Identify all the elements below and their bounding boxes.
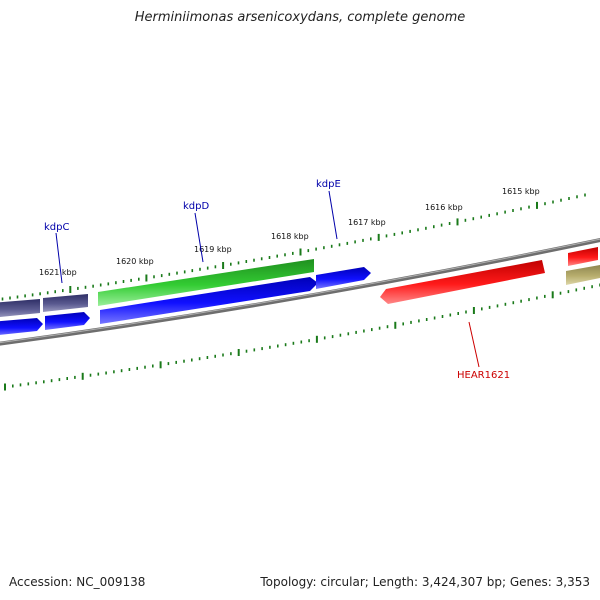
genome-summary-text: Topology: circular; Length: 3,424,307 bp… xyxy=(260,575,590,589)
genome-backbone xyxy=(0,238,600,346)
gene-feature-kdpE[interactable] xyxy=(316,267,371,289)
callout-line xyxy=(468,321,480,368)
gene-feature-HEAR1621[interactable] xyxy=(380,260,545,304)
scale-label: 1617 kbp xyxy=(348,218,386,227)
scale-ticks-upper xyxy=(1,193,586,301)
callout-line xyxy=(194,212,204,263)
gene-feature-kdpC[interactable] xyxy=(45,312,90,330)
gene-feature[interactable] xyxy=(100,277,318,324)
scale-label: 1616 kbp xyxy=(425,203,463,212)
gene-feature[interactable] xyxy=(568,247,598,266)
gene-label-kdpC[interactable]: kdpC xyxy=(44,222,69,233)
scale-label: 1621 kbp xyxy=(39,268,77,277)
scale-label: 1619 kbp xyxy=(194,245,232,254)
callout-line xyxy=(328,190,338,240)
scale-label: 1618 kbp xyxy=(271,232,309,241)
genome-backbone-highlight xyxy=(0,238,600,344)
gene-feature-kdpD[interactable] xyxy=(98,259,314,306)
gene-label-HEAR1621[interactable]: HEAR1621 xyxy=(457,370,510,381)
scale-ticks-lower xyxy=(4,283,600,391)
gene-label-kdpE[interactable]: kdpE xyxy=(316,179,341,190)
map-title: Herminiimonas arsenicoxydans, complete g… xyxy=(134,10,466,25)
scale-label: 1620 kbp xyxy=(116,257,154,266)
callout-line xyxy=(55,232,63,284)
gene-feature[interactable] xyxy=(566,265,600,285)
accession-text: Accession: NC_009138 xyxy=(9,575,146,589)
gene-feature[interactable] xyxy=(43,294,88,312)
gene-feature[interactable] xyxy=(0,318,43,336)
scale-label: 1615 kbp xyxy=(502,187,540,196)
gene-feature[interactable] xyxy=(0,299,40,318)
gene-label-kdpD[interactable]: kdpD xyxy=(183,201,209,212)
